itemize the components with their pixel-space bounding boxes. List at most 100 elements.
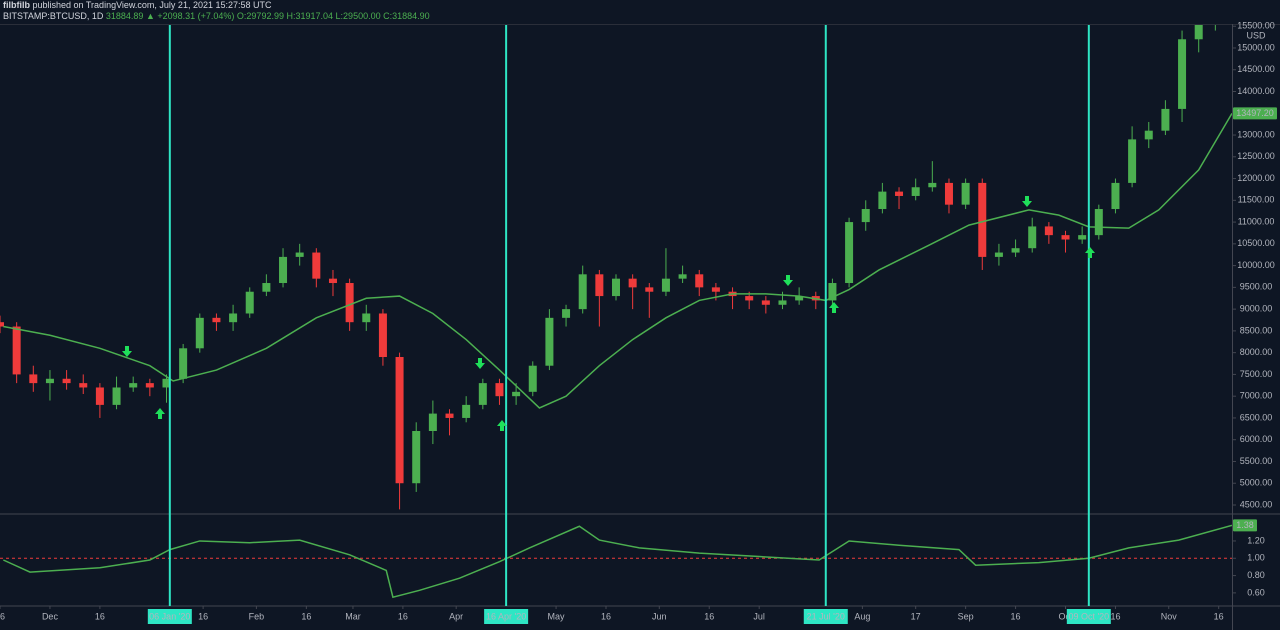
- x-tick-label: 16: [1110, 611, 1120, 621]
- x-tick-label: 16: [0, 611, 5, 621]
- candle-body: [978, 182, 987, 257]
- candle-body: [761, 300, 770, 305]
- y-tick-label: 10000.00: [1237, 260, 1275, 270]
- y-tick-label: 14500.00: [1237, 64, 1275, 74]
- candle-body: [445, 413, 454, 418]
- x-tick-label: May: [548, 611, 566, 621]
- candle-body: [928, 182, 937, 188]
- y-tick-label: 1.00: [1247, 553, 1265, 563]
- candle-body: [312, 252, 321, 279]
- buy-arrow: [1085, 247, 1095, 258]
- candle-body: [512, 391, 521, 397]
- low: L:29500.00: [336, 11, 381, 21]
- x-tick-label: 17: [911, 611, 921, 621]
- candle-body: [179, 348, 188, 379]
- x-tick-label: Sep: [958, 611, 974, 621]
- header-line-2: BITSTAMP:BTCUSD, 1D 31884.89 ▲ +2098.31 …: [3, 11, 430, 21]
- x-tick-label: Oct: [1059, 611, 1074, 621]
- candle-body: [29, 374, 38, 384]
- candle-body: [345, 283, 354, 323]
- candle-body: [1144, 130, 1153, 140]
- header-line-1: filbfilb published on TradingView.com, J…: [3, 0, 272, 10]
- candle-body: [795, 296, 804, 301]
- x-tick-label: Dec: [42, 611, 59, 621]
- candle-body: [961, 182, 970, 205]
- candle-body: [1128, 139, 1137, 183]
- candle-body: [328, 278, 337, 284]
- candle-body: [412, 430, 421, 484]
- candle-body: [911, 187, 920, 196]
- x-tick-label: Apr: [449, 611, 463, 621]
- candle-body: [628, 278, 637, 288]
- candle-body: [95, 387, 104, 405]
- candle-body: [545, 317, 554, 366]
- y-tick-label: 14000.00: [1237, 86, 1275, 96]
- price-tag: [1233, 107, 1277, 120]
- price-tag-label: 13497.20: [1236, 108, 1274, 118]
- y-tick-label: 5500.00: [1240, 456, 1273, 466]
- candle-body: [1078, 235, 1087, 240]
- last-price: 31884.89: [106, 11, 144, 21]
- candle-body: [895, 191, 904, 196]
- buy-arrow: [497, 420, 507, 431]
- date-marker-label: 09 Oct '20: [1068, 611, 1109, 621]
- candle-body: [129, 383, 138, 388]
- y-tick-label: 1.20: [1247, 535, 1265, 545]
- candle-body: [395, 357, 404, 484]
- axes: 4500.00 5000.00 5500.00 6000.00 6500.00 7000.…: [0, 21, 1277, 624]
- candle-body: [1111, 182, 1120, 210]
- candle-body: [578, 274, 587, 310]
- candle-body: [695, 274, 704, 288]
- value-tag: [1233, 519, 1257, 532]
- y-tick-label: 10500.00: [1237, 238, 1275, 248]
- date-marker-box: [484, 609, 529, 624]
- ratio-pane: [0, 524, 1232, 599]
- candle-body: [1161, 108, 1170, 131]
- x-tick-label: Mar: [345, 611, 361, 621]
- buy-arrow: [155, 408, 165, 419]
- x-tick-label: 16: [704, 611, 714, 621]
- y-tick-label: 12000.00: [1237, 173, 1275, 183]
- y-tick-label: 9500.00: [1240, 282, 1273, 292]
- y-tick-label: 7000.00: [1240, 391, 1273, 401]
- candle-body: [778, 300, 787, 305]
- x-tick-label: 16: [198, 611, 208, 621]
- candle-body: [1194, 25, 1203, 40]
- candle-body: [262, 283, 271, 292]
- y-unit: USD: [1246, 30, 1266, 40]
- open: O:29792.99: [237, 11, 284, 21]
- candle-body: [12, 326, 21, 375]
- x-tick-label: Aug: [854, 611, 870, 621]
- value-tag-label: 1.38: [1236, 520, 1254, 530]
- x-tick-label: 16: [398, 611, 408, 621]
- candle-body: [195, 317, 204, 349]
- candle-body: [944, 182, 953, 205]
- candle-body: [279, 256, 288, 284]
- sell-arrow: [475, 358, 485, 369]
- high: H:31917.04: [286, 11, 333, 21]
- x-tick-label: 16: [601, 611, 611, 621]
- candle-body: [495, 383, 504, 397]
- candle-body: [428, 413, 437, 431]
- x-tick-label: 16: [301, 611, 311, 621]
- y-tick-label: 6500.00: [1240, 412, 1273, 422]
- candle-body: [1028, 226, 1037, 249]
- date-marker-box: [803, 609, 848, 624]
- candle-body: [994, 252, 1003, 257]
- price-pane: [0, 25, 1232, 510]
- x-tick-label: 16: [1214, 611, 1224, 621]
- change: ▲ +2098.31 (+7.04%): [146, 11, 234, 21]
- x-tick-label: 16: [1011, 611, 1021, 621]
- symbol: BITSTAMP:BTCUSD, 1D: [3, 11, 104, 21]
- signal-arrows: [122, 196, 1095, 431]
- candle-body: [478, 383, 487, 405]
- candle-body: [1044, 226, 1053, 236]
- candle-body: [362, 313, 371, 323]
- x-tick-label: Feb: [249, 611, 265, 621]
- candle-body: [212, 317, 221, 323]
- date-marker-label: 16 Apr '20: [486, 611, 526, 621]
- candle-body: [595, 274, 604, 297]
- candle-body: [145, 383, 154, 388]
